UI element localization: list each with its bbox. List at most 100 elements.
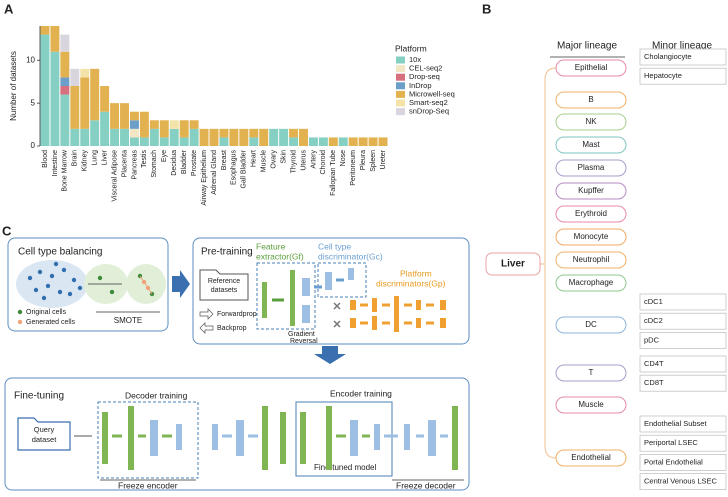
folder — [199, 269, 249, 301]
y-axis-label: Number of datasets — [9, 51, 18, 121]
legend-title: Platform — [395, 43, 427, 53]
major-label: Plasma — [578, 163, 605, 172]
component-label: Reversal — [290, 338, 318, 345]
bar-segment — [169, 128, 179, 146]
component-label: discriminator(Gc) — [318, 251, 383, 261]
major-label: Neutrophil — [573, 255, 610, 264]
major-box — [555, 449, 627, 467]
folder — [17, 417, 71, 451]
bar-segment — [269, 128, 279, 146]
bar-segment — [209, 128, 219, 146]
x-tick-label: Adrenal Gland — [211, 150, 218, 195]
bar-segment — [289, 137, 299, 146]
bar-segment — [120, 128, 129, 146]
minor-label: Central Venous LSEC — [644, 477, 718, 486]
legend-swatch — [396, 73, 405, 81]
panel-b: B Major lineage Minor lineage Liver Epit… — [482, 1, 727, 490]
major-label: Muscle — [578, 400, 604, 409]
major-label: B — [588, 95, 593, 104]
y-tick-label: 5 — [31, 98, 36, 107]
minor-box — [639, 312, 727, 330]
bar-segment — [358, 137, 368, 146]
bar-segment — [70, 68, 80, 86]
bar-segment — [80, 128, 90, 146]
arrow-key-label: Forwardprop — [217, 311, 257, 318]
minor-label: pDC — [644, 335, 660, 344]
panel-label: A — [4, 1, 14, 16]
major-label: NK — [585, 117, 597, 126]
x-tick-label: Decidua — [171, 150, 178, 176]
major-box — [555, 159, 627, 177]
x-tick-label: Liver — [101, 149, 108, 165]
bar-segment — [338, 137, 348, 146]
legend-swatch — [396, 90, 405, 98]
bar-segment — [159, 120, 169, 138]
bar-segment — [139, 137, 149, 146]
component-label: extractor(Gf) — [256, 251, 304, 261]
major-box — [555, 228, 627, 246]
x-tick-label: Fallopian Tube — [330, 150, 337, 196]
major-label: Erythroid — [575, 209, 607, 218]
major-label: Epithelial — [575, 63, 608, 72]
minor-box — [639, 293, 727, 311]
major-label: T — [589, 368, 594, 377]
x-tick-label: Blood — [42, 150, 49, 168]
network — [262, 268, 446, 332]
bar-segment — [90, 120, 100, 146]
major-box — [555, 91, 627, 109]
stage-label: Decoder training — [125, 390, 188, 400]
bar-segment — [289, 128, 299, 138]
x-tick-label: Pleura — [360, 150, 367, 170]
bar-segment — [90, 68, 100, 121]
legend-label: Smart-seq2 — [409, 98, 448, 107]
x-tick-label: Peritoneum — [350, 150, 357, 186]
bar-segment — [129, 120, 139, 129]
folder-label: Reference — [208, 278, 240, 285]
bar-segment — [199, 128, 209, 146]
bar-segment — [60, 77, 70, 86]
panel-label: C — [2, 223, 12, 238]
legend-swatch — [396, 56, 405, 64]
x-tick-label: Esophagus — [231, 150, 238, 186]
minor-box — [639, 67, 727, 85]
legend-dot — [17, 319, 23, 325]
bar-segment — [129, 111, 139, 121]
minor-header: Minor lineage — [652, 41, 712, 52]
bar-segment — [189, 120, 199, 129]
major-box — [555, 251, 627, 269]
bar-segment — [80, 77, 90, 129]
arrow-key — [199, 308, 214, 320]
x-tick-label: Nose — [340, 150, 347, 166]
x-tick-label: Muscle — [261, 150, 268, 172]
bar-segment — [308, 137, 318, 146]
minor-label: cDC2 — [644, 316, 663, 325]
legend-label: 10x — [409, 55, 421, 64]
legend-swatch — [396, 65, 405, 73]
bar-segment — [129, 137, 139, 146]
bar-segment — [110, 103, 120, 129]
stage-label: Freeze decoder — [396, 480, 456, 490]
x-tick-label: Pancreas — [131, 150, 138, 180]
bar-segment — [179, 120, 189, 138]
legend-label: Original cells — [26, 309, 67, 316]
minor-box — [639, 415, 727, 433]
bar-segment — [70, 128, 80, 146]
bar-segment — [80, 68, 90, 78]
bar-segment — [149, 120, 159, 129]
bar-segment — [50, 26, 60, 52]
bar-segment — [239, 128, 249, 146]
minor-box — [639, 374, 727, 392]
folder-label: dataset — [32, 435, 58, 444]
minor-label: CD4T — [644, 359, 664, 368]
major-header: Major lineage — [557, 41, 617, 52]
dashed-frame — [317, 262, 367, 298]
legend-swatch — [396, 108, 405, 116]
blob — [126, 264, 166, 304]
legend-dot — [17, 309, 23, 315]
x-tick-label: Kidney — [82, 150, 89, 172]
bar-segment — [60, 34, 70, 52]
bar-segment — [50, 51, 60, 146]
x-tick-label: Artery — [310, 150, 317, 169]
